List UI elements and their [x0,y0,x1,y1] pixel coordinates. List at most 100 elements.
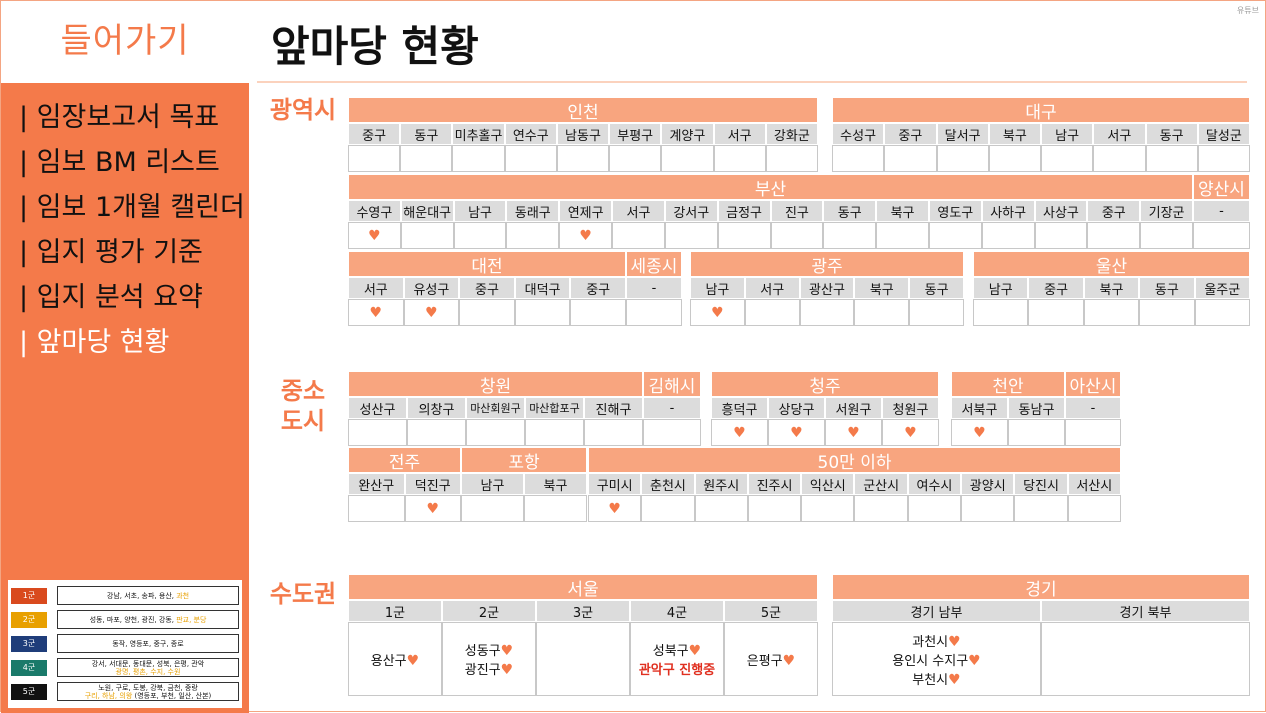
nav-item-bm-list[interactable]: | 임보 BM 리스트 [19,147,220,178]
district-status-cell[interactable] [832,145,885,172]
nav-item-criteria[interactable]: | 입지 평가 기준 [19,237,203,268]
district-status-cell[interactable]: ♥ [882,419,939,446]
district-status-cell[interactable] [884,145,937,172]
district-status-cell[interactable] [504,145,557,172]
district-status-cell[interactable] [1093,145,1146,172]
tier-cell[interactable]: 성북구♥ 관악구 진행중 [630,622,724,696]
district-status-cell[interactable] [453,222,507,249]
district-status-cell[interactable] [770,222,824,249]
district-status-cell[interactable] [801,495,855,522]
district-status-cell[interactable] [570,299,626,326]
district-status-cell[interactable] [1145,145,1198,172]
district-status-cell[interactable] [641,495,695,522]
district-status-cell[interactable] [1034,222,1088,249]
district-status-cell[interactable] [936,145,989,172]
district-status-cell[interactable] [694,495,748,522]
district-status-cell[interactable] [609,145,662,172]
district-label: 기장군 [1140,200,1193,222]
district-label: 수영구 [348,200,401,222]
district-status-cell[interactable] [854,495,908,522]
district-status-cell[interactable] [744,299,800,326]
district-status-cell[interactable] [799,299,855,326]
nav-item-front-yard[interactable]: | 앞마당 현황 [19,327,170,358]
district-status-cell[interactable] [909,299,964,326]
district-status-cell[interactable] [1140,222,1193,249]
district-status-cell[interactable] [1067,495,1121,522]
district-label: 중구 [459,277,515,299]
district-status-cell[interactable] [765,145,818,172]
district-status-cell[interactable] [524,495,587,522]
legend-row: 1군 강남, 서초, 송파, 용산, 과천 [11,584,239,607]
district-status-cell[interactable] [1083,299,1140,326]
district-status-cell[interactable]: ♥ [768,419,825,446]
district-status-cell[interactable] [907,495,962,522]
district-status-cell[interactable] [928,222,982,249]
nav-item-goal[interactable]: | 임장보고서 목표 [19,102,220,133]
visited-district: 과천시♥ [912,633,961,650]
district-label: 서구 [744,277,800,299]
visited-district: 성북구♥ [652,643,702,659]
district-status-cell[interactable] [407,419,466,446]
district-status-cell[interactable] [459,299,515,326]
district-status-cell[interactable] [1014,495,1068,522]
tier-cell[interactable]: 성동구♥ 광진구♥ [442,622,536,696]
district-status-cell[interactable] [988,145,1041,172]
district-status-cell[interactable] [461,495,524,522]
district-status-cell[interactable] [981,222,1035,249]
region-daejeon: 대전 서구 유성구 중구 대덕구 중구 ♥ ♥ [348,251,626,326]
district-status-cell[interactable] [973,299,1029,326]
area-cell[interactable]: 과천시♥ 용인시 수지구♥ 부천시♥ [832,622,1041,696]
district-status-cell[interactable] [400,222,454,249]
district-status-cell[interactable] [1028,299,1084,326]
district-status-cell[interactable] [348,495,405,522]
district-status-cell[interactable] [643,419,701,446]
district-status-cell[interactable]: ♥ [559,222,613,249]
district-status-cell[interactable] [717,222,771,249]
district-status-cell[interactable] [348,145,401,172]
district-status-cell[interactable]: ♥ [825,419,882,446]
district-status-cell[interactable] [612,222,665,249]
district-label: 금정구 [717,200,771,222]
district-status-cell[interactable]: ♥ [403,299,460,326]
district-status-cell[interactable] [1065,419,1121,446]
area-cell[interactable] [1041,622,1250,696]
tier-cell[interactable]: 용산구♥ [348,622,442,696]
district-label: 북구 [876,200,929,222]
district-status-cell[interactable] [584,419,643,446]
district-status-cell[interactable] [400,145,453,172]
tier-cell[interactable]: 은평구♥ [724,622,818,696]
tier-cell[interactable] [536,622,630,696]
district-status-cell[interactable]: ♥ [588,495,642,522]
district-status-cell[interactable]: ♥ [404,495,461,522]
district-status-cell[interactable] [1197,145,1250,172]
district-status-cell[interactable]: ♥ [690,299,745,326]
district-status-cell[interactable] [661,145,714,172]
district-status-cell[interactable]: ♥ [348,299,404,326]
district-status-cell[interactable] [961,495,1015,522]
district-status-cell[interactable] [626,299,682,326]
nav-item-calendar[interactable]: | 임보 1개월 캘린더 [19,192,245,223]
district-status-cell[interactable] [348,419,407,446]
district-status-cell[interactable]: ♥ [348,222,401,249]
district-status-cell[interactable] [506,222,560,249]
district-status-cell[interactable]: ♥ [711,419,768,446]
nav-item-summary[interactable]: | 입지 분석 요약 [19,282,203,313]
district-status-cell[interactable] [525,419,584,446]
district-status-cell[interactable] [664,222,718,249]
district-status-cell[interactable] [1041,145,1094,172]
district-status-cell[interactable] [1139,299,1195,326]
district-status-cell[interactable] [747,495,802,522]
district-status-cell[interactable]: ♥ [951,419,1008,446]
district-status-cell[interactable] [466,419,525,446]
district-status-cell[interactable] [1193,222,1250,249]
district-status-cell[interactable] [713,145,766,172]
district-status-cell[interactable] [876,222,929,249]
district-status-cell[interactable] [556,145,610,172]
district-status-cell[interactable] [1087,222,1141,249]
district-status-cell[interactable] [514,299,571,326]
district-status-cell[interactable] [1008,419,1065,446]
district-status-cell[interactable] [854,299,910,326]
district-status-cell[interactable] [823,222,877,249]
district-status-cell[interactable] [452,145,505,172]
district-status-cell[interactable] [1194,299,1250,326]
